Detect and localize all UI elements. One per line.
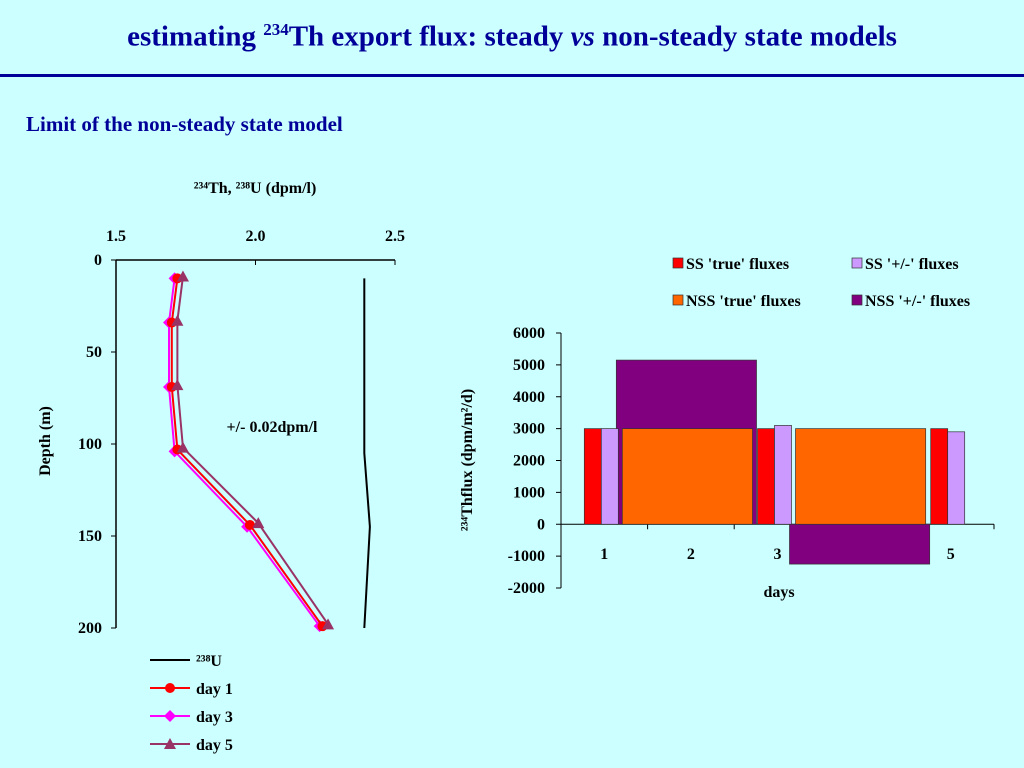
flux-y-tick-label: 6000 [513,325,545,342]
flux-y-tick-label: -1000 [508,548,545,565]
legend-label-nss-true: NSS 'true' fluxes [686,293,801,310]
data-point-day-5 [171,379,184,391]
flux-y-tick-label: 5000 [513,357,545,374]
flux-x-tick-label: 2 [687,546,695,563]
legend-swatch-nss-pm [851,294,863,306]
bar-nss-true [795,428,927,525]
legend-marker-day-1 [165,683,175,693]
flux-y-tick-label: -2000 [508,580,545,597]
profile-y-tick-label: 150 [78,528,102,545]
legend-marker-day-5 [164,738,176,749]
data-point-day-5 [171,314,184,326]
flux-y-tick-label: 3000 [513,421,545,438]
slide-subtitle: Limit of the non-steady state model [26,112,343,136]
legend-swatch-ss-true [672,257,684,269]
profile-x-tick-label: 1.5 [106,228,126,245]
bar-ss-true [583,428,602,525]
flux-x-tick-label: 1 [600,546,608,563]
legend-label-day-3: day 3 [196,709,233,726]
bar-ss-pm [774,425,792,525]
flux-y-tick-label: 0 [537,516,545,533]
flux-y-tick-label: 2000 [513,453,545,470]
legend-label-238u: ²³⁸U [196,653,222,670]
bar-nss-pm [789,523,931,565]
legend-swatch-nss-true [672,294,684,306]
data-point-day-1 [244,519,255,530]
legend-marker-day-3 [164,710,176,722]
bar-ss-pm [600,428,619,525]
legend-label-ss-pm: SS '+/-' fluxes [865,256,959,273]
legend-label-nss-pm: NSS '+/-' fluxes [865,293,970,310]
data-point-day-5 [322,618,335,630]
bar-nss-true [621,428,753,525]
profile-annotation: +/- 0.02dpm/l [227,419,318,436]
bar-ss-true [757,428,775,525]
profile-y-tick-label: 50 [86,344,102,361]
flux-x-axis-title: days [763,584,794,601]
flux-x-tick-label: 3 [774,546,782,563]
profile-x-tick-label: 2.5 [385,228,405,245]
data-point-day-5 [252,517,265,529]
data-point-day-5 [176,270,189,282]
legend-label-day-5: day 5 [196,737,233,754]
series-line-day-1 [170,278,324,627]
legend-label-ss-true: SS 'true' fluxes [686,256,789,273]
profile-y-tick-label: 100 [78,436,102,453]
profile-title: ²³⁴Th, ²³⁸U (dpm/l) [194,180,317,197]
flux-y-tick-label: 4000 [513,389,545,406]
flux-y-axis-title: ²³⁴Thflux (dpm/m²/d) [459,389,476,531]
bar-ss-pm [947,431,966,525]
flux-x-tick-label: 5 [947,546,955,563]
legend-swatch-ss-pm [851,257,863,269]
profile-y-tick-label: 0 [94,252,102,269]
slide-title: estimating 234Th export flux: steady vs … [127,20,897,53]
title-rule [0,74,1024,77]
series-line-238u [363,278,371,629]
flux-y-tick-label: 1000 [513,484,545,501]
profile-x-tick-label: 2.0 [246,228,266,245]
legend-label-day-1: day 1 [196,681,233,698]
bar-ss-true [930,428,949,525]
series-line-day-3 [168,278,321,627]
profile-y-tick-label: 200 [78,620,102,637]
data-point-day-5 [176,441,189,453]
series-line-day-5 [176,276,329,625]
profile-y-axis-title: Depth (m) [37,406,54,476]
